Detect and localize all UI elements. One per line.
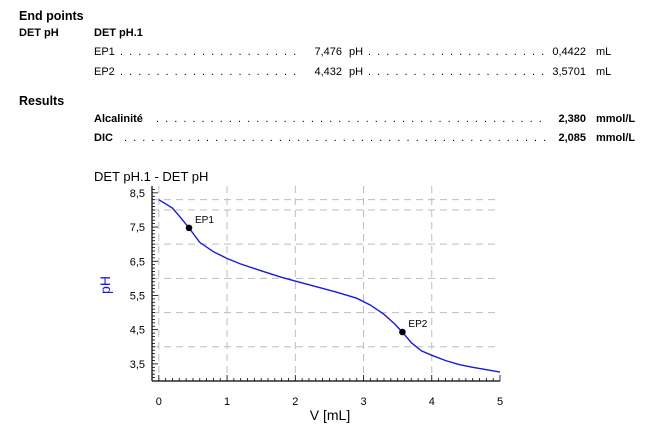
- titration-curve: [158, 199, 501, 373]
- y-tick-label: 3,5: [130, 359, 145, 371]
- grid-lines: [152, 186, 500, 381]
- x-tick-label: 2: [292, 396, 298, 408]
- endpoint-marker: [399, 328, 406, 336]
- endpoint-ph-unit: pH: [349, 66, 364, 78]
- endpoint-marker-label: EP2: [408, 319, 427, 330]
- result-name: Alcalinité: [94, 113, 143, 125]
- series-layer: [158, 199, 501, 373]
- end-points-heading: End points: [19, 9, 84, 23]
- x-tick-label: 0: [156, 396, 162, 408]
- endpoint-volume-unit: mL: [596, 46, 612, 58]
- y-tick-label: 8,5: [130, 188, 145, 200]
- y-tick-label: 7,5: [130, 222, 145, 234]
- x-tick-label: 4: [429, 396, 435, 408]
- x-tick-label: 5: [497, 396, 503, 408]
- y-tick-label: 5,5: [130, 290, 145, 302]
- endpoint-ph-value: 7,476: [314, 46, 342, 58]
- endpoint-volume: 3,5701: [552, 66, 586, 78]
- y-tick-label: 6,5: [130, 256, 145, 268]
- chart-title: DET pH.1 - DET pH: [94, 169, 209, 184]
- x-tick-label: 1: [224, 396, 230, 408]
- endpoint-marker-label: EP1: [195, 215, 214, 226]
- results-heading: Results: [19, 94, 65, 108]
- endpoint-markers: EP1 EP2: [185, 215, 428, 336]
- result-name: DIC: [94, 132, 113, 144]
- dot-leader: . . . . . . . . . . . . . . . . . . . . …: [156, 113, 546, 125]
- result-unit: mmol/L: [596, 113, 636, 125]
- endpoint-volume: 0,4422: [552, 46, 586, 58]
- x-axis-label: V [mL]: [310, 407, 350, 423]
- tick-labels: 0 1 2 3 4 5 3,5 4,5 5,5 6,5 7,5 8,5: [130, 188, 503, 408]
- endpoint-ph-unit: pH: [349, 46, 364, 58]
- y-tick-label: 4,5: [130, 325, 145, 337]
- command-label: DET pH.1: [94, 27, 143, 39]
- endpoint-volume-unit: mL: [596, 66, 612, 78]
- dot-leader: . . . . . . . . . . . . . . . . . . . . …: [120, 46, 296, 58]
- result-value: 2,380: [558, 113, 586, 125]
- result-unit: mmol/L: [596, 132, 636, 144]
- endpoint-name: EP2: [94, 66, 115, 78]
- endpoint-marker: [185, 224, 193, 232]
- chart-axes: [151, 186, 501, 382]
- result-value: 2,085: [558, 132, 586, 144]
- endpoint-ph-value: 4,432: [314, 66, 342, 78]
- method-label: DET pH: [19, 27, 59, 39]
- dot-leader: . . . . . . . . . . . . . . . . . . . . …: [120, 66, 296, 78]
- endpoint-name: EP1: [94, 46, 115, 58]
- dot-leader: . . . . . . . . . . . . . . . . . . . . …: [124, 132, 546, 144]
- x-tick-label: 3: [360, 396, 366, 408]
- dot-leader: . . . . . . . . . . . . . . . . . . . . …: [368, 66, 544, 78]
- y-axis-label: pH: [97, 276, 113, 294]
- dot-leader: . . . . . . . . . . . . . . . . . . . . …: [368, 46, 544, 58]
